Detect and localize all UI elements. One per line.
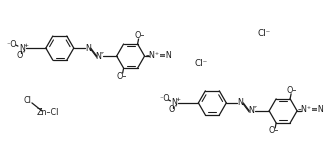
Text: O″: O″ bbox=[169, 105, 178, 114]
Text: Cl: Cl bbox=[24, 96, 32, 105]
Text: O–: O– bbox=[287, 86, 297, 95]
Text: O–: O– bbox=[134, 32, 145, 40]
Text: –N⁺≡N: –N⁺≡N bbox=[298, 105, 324, 114]
Text: N: N bbox=[19, 44, 25, 53]
Text: N: N bbox=[237, 98, 243, 107]
Text: Zn–Cl: Zn–Cl bbox=[37, 108, 59, 117]
Text: O–: O– bbox=[269, 126, 279, 135]
Text: –N⁺≡N: –N⁺≡N bbox=[145, 51, 172, 59]
Text: N″: N″ bbox=[95, 51, 104, 61]
Text: N″: N″ bbox=[248, 106, 257, 115]
Text: O″: O″ bbox=[16, 51, 26, 59]
Text: Cl⁻: Cl⁻ bbox=[258, 29, 271, 38]
Text: +: + bbox=[23, 43, 28, 48]
Text: +: + bbox=[176, 97, 181, 102]
Text: ⁻O: ⁻O bbox=[7, 40, 17, 49]
Text: N: N bbox=[85, 44, 91, 53]
Text: O–: O– bbox=[116, 72, 127, 81]
Text: Cl⁻: Cl⁻ bbox=[195, 59, 208, 67]
Text: ⁻O: ⁻O bbox=[159, 94, 170, 103]
Text: N: N bbox=[172, 98, 178, 107]
